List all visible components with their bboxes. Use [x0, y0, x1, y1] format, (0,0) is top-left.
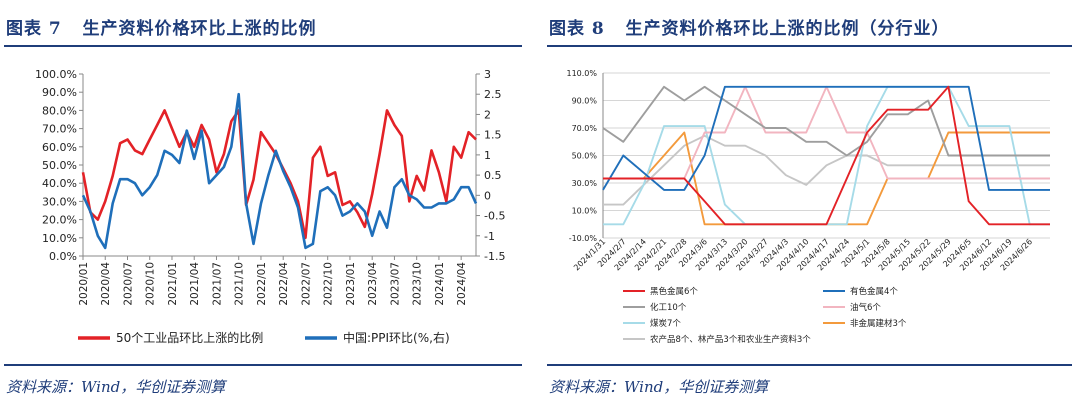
series-line-1 — [602, 85, 1050, 191]
x-tick-label: 2021/07 — [211, 262, 223, 306]
x-tick-label: 2020/04 — [100, 262, 112, 306]
right-y-tick-label: 0 — [484, 189, 491, 202]
right-y-tick-label: -1.5 — [484, 250, 505, 263]
y-tick-label: 90.0% — [572, 97, 598, 106]
y-tick-label: -10.0% — [569, 234, 598, 243]
figure-7-source: 资料来源：Wind，华创证券测算 — [6, 378, 226, 396]
series-line-2 — [602, 85, 1050, 157]
legend-label-pct: 50个工业品环比上涨的比例 — [116, 330, 263, 345]
x-tick-label: 2023/10 — [412, 262, 424, 306]
right-y-tick-label: 2 — [484, 108, 491, 121]
x-tick-label: 2024/01 — [434, 262, 446, 306]
series-line-6 — [603, 134, 1050, 206]
legend-label-0: 黑色金属6个 — [650, 286, 698, 297]
left-y-tick-label: 30.0% — [42, 195, 77, 208]
x-tick-label: 2020/10 — [145, 262, 157, 306]
x-tick-label: 2022/07 — [300, 262, 312, 306]
x-tick-label: 2023/07 — [389, 262, 401, 306]
left-y-tick-label: 70.0% — [42, 123, 77, 136]
left-y-tick-label: 40.0% — [42, 177, 77, 190]
x-tick-label: 2024/04 — [456, 262, 468, 306]
x-tick-label: 2023/01 — [345, 262, 357, 306]
x-tick-label: 2020/01 — [78, 262, 90, 306]
left-y-tick-label: 0.0% — [49, 250, 77, 263]
right-y-tick-label: 0.5 — [484, 169, 502, 182]
source-rule — [547, 364, 1072, 366]
figure-8-chart: -10.0%10.0%30.0%50.0%70.0%90.0%110.0%202… — [566, 69, 1050, 345]
series-line-pct — [81, 109, 477, 240]
legend-label-1: 有色金属4个 — [850, 286, 898, 297]
x-tick-label: 2021/01 — [167, 262, 179, 306]
figure-8-panel: 图表 8 生产资料价格环比上涨的比例（分行业） -10.0% 10.0% 30.0%… — [543, 0, 1080, 409]
x-tick-label: 2022/01 — [256, 262, 268, 306]
y-tick-label: 50.0% — [572, 152, 598, 161]
legend-label-3: 油气6个 — [850, 302, 881, 313]
left-y-tick-label: 10.0% — [42, 232, 77, 245]
y-tick-label: 110.0% — [566, 69, 597, 78]
right-y-tick-label: 1 — [484, 149, 491, 162]
legend-label-4: 煤炭7个 — [650, 318, 681, 329]
right-y-tick-label: -1 — [484, 230, 495, 243]
x-tick-label: 2021/04 — [189, 262, 201, 306]
figure-8-source: 资料来源：Wind，华创证券测算 — [549, 378, 769, 396]
y-tick-label: 70.0% — [572, 124, 598, 133]
left-y-tick-label: 20.0% — [42, 214, 77, 227]
x-tick-label: 2023/04 — [367, 262, 379, 306]
legend-label-ppi: 中国:PPI环比(%,右) — [343, 330, 450, 345]
figure-7-panel: 图表 7 生产资料价格环比上涨的比例 0.0% 10.0% 20.0% 30.0% 40… — [0, 0, 530, 409]
figure-7-chart: 0.0% 10.0% 20.0% 30.0% 40.0% 50.0% 60.0% 70.0% 8… — [35, 68, 505, 345]
legend-label-5: 非金属建材3个 — [850, 318, 907, 329]
title-rule — [547, 45, 1072, 47]
source-rule — [4, 364, 522, 366]
left-y-tick-label: 100.0% — [35, 68, 77, 81]
series-line-0 — [603, 85, 1050, 226]
left-y-tick-label: 50.0% — [42, 159, 77, 172]
legend-label-6: 农产品8个、林产品3个和农业生产资料3个 — [650, 334, 811, 345]
right-y-tick-label: 2.5 — [484, 88, 502, 101]
left-y-tick-label: 90.0% — [42, 86, 77, 99]
x-tick-label: 2021/10 — [234, 262, 246, 306]
right-y-tick-label: -0.5 — [484, 210, 505, 223]
right-y-tick-label: 3 — [484, 68, 491, 81]
left-y-tick-label: 60.0% — [42, 141, 77, 154]
figure-8-title: 图表 8 生产资料价格环比上涨的比例（分行业） — [549, 19, 950, 39]
legend-label-2: 化工10个 — [650, 302, 687, 313]
x-tick-label: 2022/10 — [323, 262, 335, 306]
x-tick-label: 2020/07 — [122, 262, 134, 306]
series-line-ppi — [81, 92, 478, 250]
x-tick-label: 2022/04 — [278, 262, 290, 306]
figure-7-title: 图表 7 生产资料价格环比上涨的比例 — [6, 19, 317, 39]
y-tick-label: 10.0% — [572, 207, 598, 216]
title-rule — [4, 45, 522, 47]
y-tick-label: 30.0% — [572, 179, 598, 188]
right-y-tick-label: 1.5 — [484, 129, 502, 142]
left-y-tick-label: 80.0% — [42, 104, 77, 117]
